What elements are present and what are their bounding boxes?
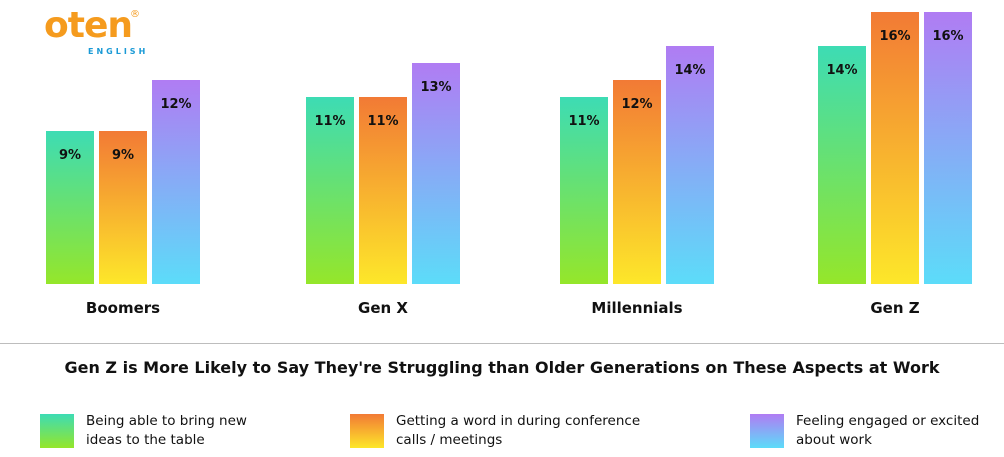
legend-label-line: Feeling engaged or excited	[796, 413, 980, 429]
legend-label-line: about work	[796, 432, 872, 448]
logo-subtitle: ENGLISH	[88, 47, 149, 56]
legend-label-ideas: Being able to bring new ideas to the tab…	[86, 412, 316, 450]
bar-gen-x-ideas	[306, 97, 354, 284]
legend-label-line: ideas to the table	[86, 432, 205, 448]
bar-millennials-engaged	[666, 46, 714, 284]
legend-swatch-meetings	[350, 414, 384, 448]
chart-title: Gen Z is More Likely to Say They're Stru…	[64, 358, 940, 377]
legend-label-line: Getting a word in during conference	[396, 413, 641, 429]
brand-logo: oten ® ENGLISH	[34, 4, 164, 60]
bar-value-label: 16%	[879, 29, 910, 44]
category-label-millennials: Millennials	[591, 299, 682, 317]
bar-millennials-ideas	[560, 97, 608, 284]
bar-value-label: 11%	[568, 114, 599, 129]
legend-label-line: calls / meetings	[396, 432, 503, 448]
bar-value-label: 11%	[314, 114, 345, 129]
category-label-gen-x: Gen X	[358, 299, 408, 317]
bar-value-label: 16%	[932, 29, 963, 44]
bar-boomers-ideas	[46, 131, 94, 284]
logo-registered-mark: ®	[130, 9, 140, 20]
bars-layer	[46, 12, 972, 284]
value-labels-layer: 9% 9% 12% 11% 11% 13% 11% 12% 14% 14% 16% 16%	[59, 29, 964, 163]
bar-gen-z-engaged	[924, 12, 972, 284]
bar-value-label: 14%	[826, 63, 857, 78]
bar-boomers-engaged	[152, 80, 200, 284]
divider	[0, 343, 1004, 344]
category-labels-layer: Boomers Gen X Millennials Gen Z	[86, 299, 920, 317]
bar-value-label: 9%	[59, 148, 81, 163]
bar-gen-x-meetings	[359, 97, 407, 284]
bar-boomers-meetings	[99, 131, 147, 284]
bar-value-label: 13%	[420, 80, 451, 95]
legend-label-line: Being able to bring new	[86, 413, 247, 429]
legend-swatch-ideas	[40, 414, 74, 448]
bar-chart: 9% 9% 12% 11% 11% 13% 11% 12% 14% 14% 16% 16% Boome…	[46, 12, 972, 317]
bar-gen-z-ideas	[818, 46, 866, 284]
legend-label-meetings: Getting a word in during conference call…	[396, 412, 686, 450]
bar-value-label: 11%	[367, 114, 398, 129]
bar-value-label: 12%	[160, 97, 191, 112]
legend-swatch-engaged	[750, 414, 784, 448]
bar-gen-x-engaged	[412, 63, 460, 284]
legend-label-engaged: Feeling engaged or excited about work	[796, 412, 1004, 450]
bar-value-label: 14%	[674, 63, 705, 78]
logo-word: oten	[44, 5, 133, 46]
bar-millennials-meetings	[613, 80, 661, 284]
bar-value-label: 12%	[621, 97, 652, 112]
bar-gen-z-meetings	[871, 12, 919, 284]
bar-value-label: 9%	[112, 148, 134, 163]
category-label-gen-z: Gen Z	[870, 299, 919, 317]
category-label-boomers: Boomers	[86, 299, 160, 317]
